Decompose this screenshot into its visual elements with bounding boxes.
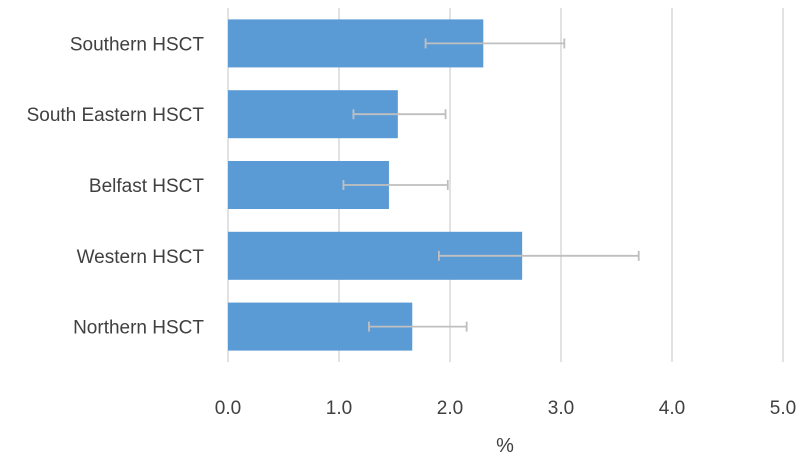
x-axis-title: %	[496, 435, 514, 456]
error-bar	[424, 38, 566, 49]
category-label: South Eastern HSCT	[27, 105, 205, 126]
category-label: Belfast HSCT	[89, 176, 204, 197]
x-tick-label: 3.0	[548, 398, 574, 419]
category-label: Northern HSCT	[73, 318, 204, 339]
x-tick-label: 1.0	[326, 398, 352, 419]
error-bars	[342, 38, 640, 332]
error-bar	[368, 321, 468, 332]
error-bar	[437, 250, 640, 261]
x-tick-labels: 0.0 1.0 2.0 3.0 4.0 5.0	[215, 398, 796, 419]
error-bar	[342, 180, 449, 190]
x-tick-label: 0.0	[215, 398, 241, 419]
category-labels: Southern HSCT South Eastern HSCT Belfast H…	[27, 34, 205, 338]
x-tick-label: 5.0	[770, 398, 796, 419]
category-label: Western HSCT	[77, 247, 205, 268]
x-tick-label: 2.0	[437, 398, 463, 419]
error-bar	[352, 109, 447, 120]
x-tick-label: 4.0	[659, 398, 685, 419]
category-label: Southern HSCT	[70, 34, 205, 55]
